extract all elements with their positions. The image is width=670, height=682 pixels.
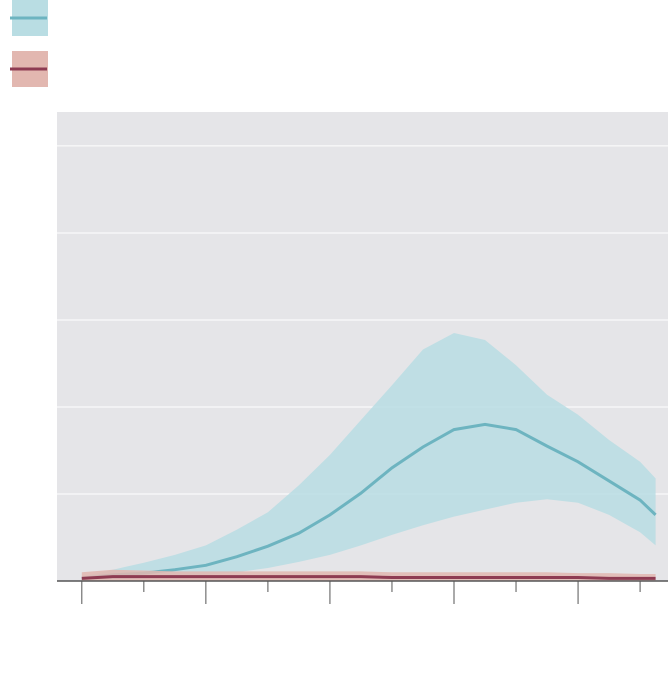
- series-line: [81, 575, 656, 580]
- series-line: [81, 422, 657, 580]
- confidence-band: [81, 333, 656, 581]
